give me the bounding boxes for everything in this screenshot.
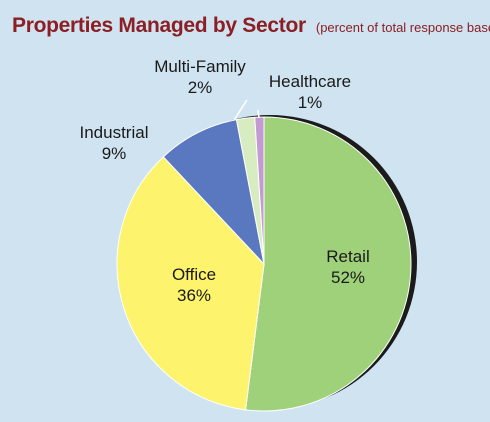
leader-line-healthcare <box>257 109 260 119</box>
slice-label-multi-family: Multi-Family 2% <box>154 57 246 97</box>
slice-value-office: 36% <box>177 286 211 305</box>
pie-slice-retail <box>245 116 412 412</box>
slice-label-healthcare: Healthcare 1% <box>269 72 351 112</box>
slice-name-office: Office <box>172 265 216 284</box>
slice-name-multi-family: Multi-Family <box>154 57 246 76</box>
chart-title: Properties Managed by Sector <box>12 14 306 37</box>
chart-subtitle: (percent of total response base) <box>316 20 490 35</box>
slice-label-office: Office 36% <box>172 265 216 305</box>
slice-value-healthcare: 1% <box>298 93 323 112</box>
slice-name-retail: Retail <box>326 247 369 266</box>
slice-value-multi-family: 2% <box>188 78 213 97</box>
slice-label-industrial: Industrial 9% <box>80 123 149 163</box>
slice-name-industrial: Industrial <box>80 123 149 142</box>
slice-name-healthcare: Healthcare <box>269 72 351 91</box>
chart-title-line: Properties Managed by Sector (percent of… <box>12 14 490 37</box>
slice-value-retail: 52% <box>331 268 365 287</box>
slice-label-retail: Retail 52% <box>326 247 369 287</box>
pie-leaders <box>233 99 260 121</box>
pie-slice-office <box>116 156 265 411</box>
leader-line-multi-family <box>233 99 248 121</box>
pie-labels: Retail 52% Office 36% Industrial 9% Multi-Fami… <box>80 57 370 305</box>
pie-slices <box>116 116 412 412</box>
slice-value-industrial: 9% <box>102 144 127 163</box>
